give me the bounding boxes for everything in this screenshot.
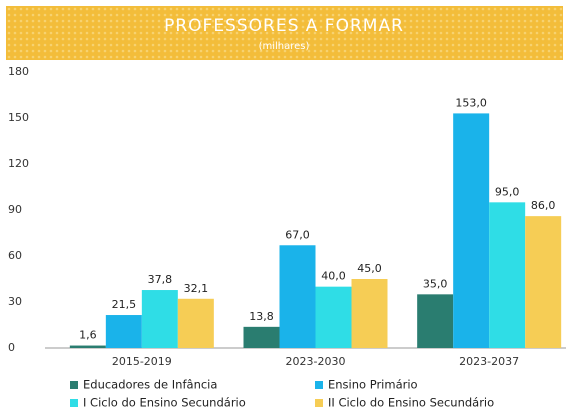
bar xyxy=(243,326,280,348)
y-tick-label: 30 xyxy=(8,295,22,308)
bar xyxy=(69,345,106,348)
bar xyxy=(453,113,490,349)
chart-subtitle: (milhares) xyxy=(259,41,310,52)
bar xyxy=(417,294,454,348)
value-label: 153,0 xyxy=(455,96,487,109)
value-label: 1,6 xyxy=(79,329,97,342)
bar xyxy=(279,245,316,348)
bar xyxy=(315,286,352,348)
bar xyxy=(525,216,562,348)
chart-title: PROFESSORES A FORMAR xyxy=(164,16,404,36)
x-tick-label: 2023-2037 xyxy=(459,355,519,368)
value-label: 67,0 xyxy=(285,228,310,241)
title-banner xyxy=(6,6,563,60)
value-label: 32,1 xyxy=(184,282,209,295)
bar xyxy=(141,290,178,348)
value-label: 86,0 xyxy=(531,199,556,212)
bar xyxy=(489,202,526,348)
bar xyxy=(105,315,142,348)
y-tick-label: 90 xyxy=(8,203,22,216)
legend-swatch xyxy=(315,381,323,389)
value-label: 45,0 xyxy=(357,262,382,275)
legend-label: I Ciclo do Ensino Secundário xyxy=(83,396,246,410)
y-tick-label: 120 xyxy=(8,157,29,170)
y-tick-label: 60 xyxy=(8,249,22,262)
value-label: 21,5 xyxy=(112,298,137,311)
legend-label: II Ciclo do Ensino Secundário xyxy=(328,396,494,410)
legend-label: Educadores de Infância xyxy=(83,378,217,392)
y-tick-label: 150 xyxy=(8,111,29,124)
value-label: 35,0 xyxy=(423,277,448,290)
legend-swatch xyxy=(70,381,78,389)
x-tick-label: 2023-2030 xyxy=(286,355,346,368)
y-tick-label: 0 xyxy=(8,341,15,354)
bar xyxy=(177,298,214,348)
value-label: 37,8 xyxy=(148,273,173,286)
value-label: 40,0 xyxy=(321,270,346,283)
legend-swatch xyxy=(70,399,78,407)
legend-label: Ensino Primário xyxy=(328,378,418,392)
value-label: 13,8 xyxy=(249,310,274,323)
legend-swatch xyxy=(315,399,323,407)
value-label: 95,0 xyxy=(495,185,520,198)
bar xyxy=(351,279,388,348)
x-tick-label: 2015-2019 xyxy=(112,355,172,368)
y-tick-label: 180 xyxy=(8,65,29,78)
